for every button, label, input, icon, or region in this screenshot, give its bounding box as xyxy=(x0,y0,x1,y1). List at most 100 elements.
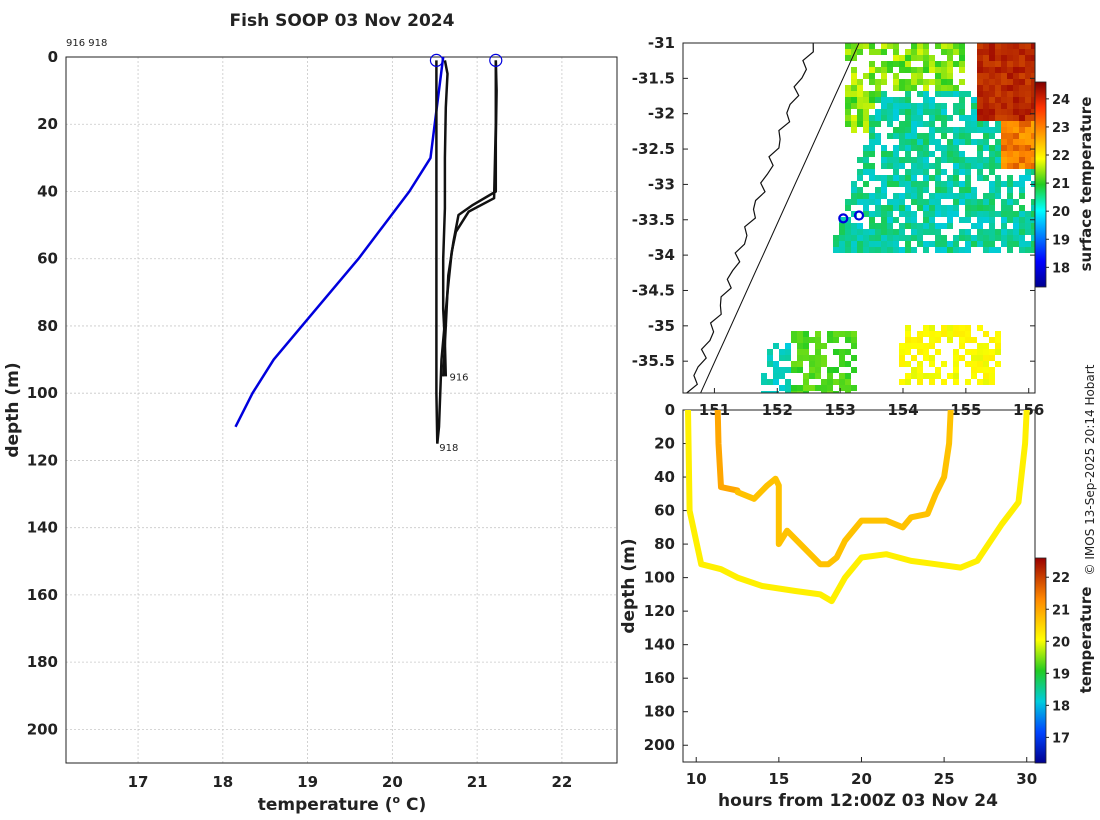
sst-cell xyxy=(989,193,995,199)
sst-cell xyxy=(953,199,959,205)
sst-cell xyxy=(881,91,887,97)
sst-cell xyxy=(827,391,833,393)
sst-cell xyxy=(863,235,869,241)
sst-cell xyxy=(785,355,791,361)
sst-cell xyxy=(1013,145,1019,151)
sst-cell xyxy=(935,67,941,73)
sst-cell xyxy=(995,79,1001,85)
sst-cell xyxy=(881,235,887,241)
section-track-1 xyxy=(734,410,954,568)
sst-cell xyxy=(815,355,821,361)
sst-cell xyxy=(1031,85,1035,91)
sst-cell xyxy=(971,337,977,343)
sst-cell xyxy=(959,337,965,343)
sst-cell xyxy=(989,217,995,223)
sst-cell xyxy=(827,331,833,337)
sst-cell xyxy=(869,223,875,229)
sst-cell xyxy=(1007,217,1013,223)
sst-cell xyxy=(953,193,959,199)
sst-cell xyxy=(983,109,989,115)
sst-cell xyxy=(935,193,941,199)
sst-cell xyxy=(1019,151,1025,157)
sst-cell xyxy=(977,217,983,223)
sst-cell xyxy=(863,109,869,115)
sst-cell xyxy=(887,157,893,163)
sst-cell xyxy=(977,67,983,73)
sst-cell xyxy=(857,49,863,55)
sst-cell xyxy=(1007,193,1013,199)
sst-cell xyxy=(941,151,947,157)
sst-cell xyxy=(929,199,935,205)
sst-cell xyxy=(1013,79,1019,85)
sst-cell xyxy=(989,247,995,253)
section-y-label: depth (m) xyxy=(619,538,639,633)
sst-cell xyxy=(989,379,995,385)
sst-cell xyxy=(863,43,869,49)
sst-cell xyxy=(875,247,881,253)
sst-cell xyxy=(905,181,911,187)
profile-y-tick-label: 20 xyxy=(37,115,58,133)
sst-cell xyxy=(851,211,857,217)
sst-cell xyxy=(959,193,965,199)
sst-cell xyxy=(959,229,965,235)
sst-cell xyxy=(869,91,875,97)
sst-cell xyxy=(953,205,959,211)
sst-cell xyxy=(803,337,809,343)
sst-cell xyxy=(911,223,917,229)
sst-cell xyxy=(785,391,791,393)
sst-cell xyxy=(833,379,839,385)
sst-cell xyxy=(935,367,941,373)
sst-cell xyxy=(881,43,887,49)
sst-cell xyxy=(899,355,905,361)
sst-cell xyxy=(989,133,995,139)
sst-cell xyxy=(911,367,917,373)
profile-y-tick-label: 40 xyxy=(37,182,58,200)
sst-cell xyxy=(899,133,905,139)
sst-cell xyxy=(893,73,899,79)
sst-cell xyxy=(989,337,995,343)
sst-cell xyxy=(995,73,1001,79)
sst-cell xyxy=(959,97,965,103)
sst-cell xyxy=(863,211,869,217)
sst-cell xyxy=(965,229,971,235)
sst-cell xyxy=(1025,133,1031,139)
sst-cell xyxy=(977,325,983,331)
sst-cell xyxy=(809,361,815,367)
sst-cell xyxy=(917,79,923,85)
sst-cell xyxy=(905,79,911,85)
sst-cell xyxy=(977,91,983,97)
sst-cell xyxy=(893,199,899,205)
section-track-0 xyxy=(714,410,741,494)
section-colorbar-label: temperature xyxy=(1077,587,1095,694)
sst-cell xyxy=(935,85,941,91)
sst-cell xyxy=(1025,97,1031,103)
sst-cell xyxy=(803,343,809,349)
sst-cell xyxy=(875,211,881,217)
sst-cell xyxy=(893,181,899,187)
sst-cell xyxy=(1001,91,1007,97)
sst-cell xyxy=(839,217,845,223)
sst-cell xyxy=(935,223,941,229)
sst-cell xyxy=(881,229,887,235)
sst-cell xyxy=(851,337,857,343)
sst-cell xyxy=(905,217,911,223)
sst-cell xyxy=(863,199,869,205)
sst-cell xyxy=(1031,241,1035,247)
sst-cell xyxy=(875,205,881,211)
sst-cell xyxy=(1031,127,1035,133)
sst-cell xyxy=(1031,109,1035,115)
sst-cell xyxy=(851,343,857,349)
sst-cell xyxy=(1031,97,1035,103)
sst-cell xyxy=(1025,157,1031,163)
sst-cell xyxy=(869,49,875,55)
sst-cell xyxy=(869,235,875,241)
sst-cell xyxy=(845,241,851,247)
sst-cell xyxy=(899,361,905,367)
sst-cell xyxy=(857,199,863,205)
sst-cell xyxy=(971,241,977,247)
sst-cell xyxy=(1007,61,1013,67)
sst-cell xyxy=(1001,67,1007,73)
sst-cell xyxy=(977,103,983,109)
sst-cell xyxy=(869,229,875,235)
sst-cell xyxy=(941,241,947,247)
